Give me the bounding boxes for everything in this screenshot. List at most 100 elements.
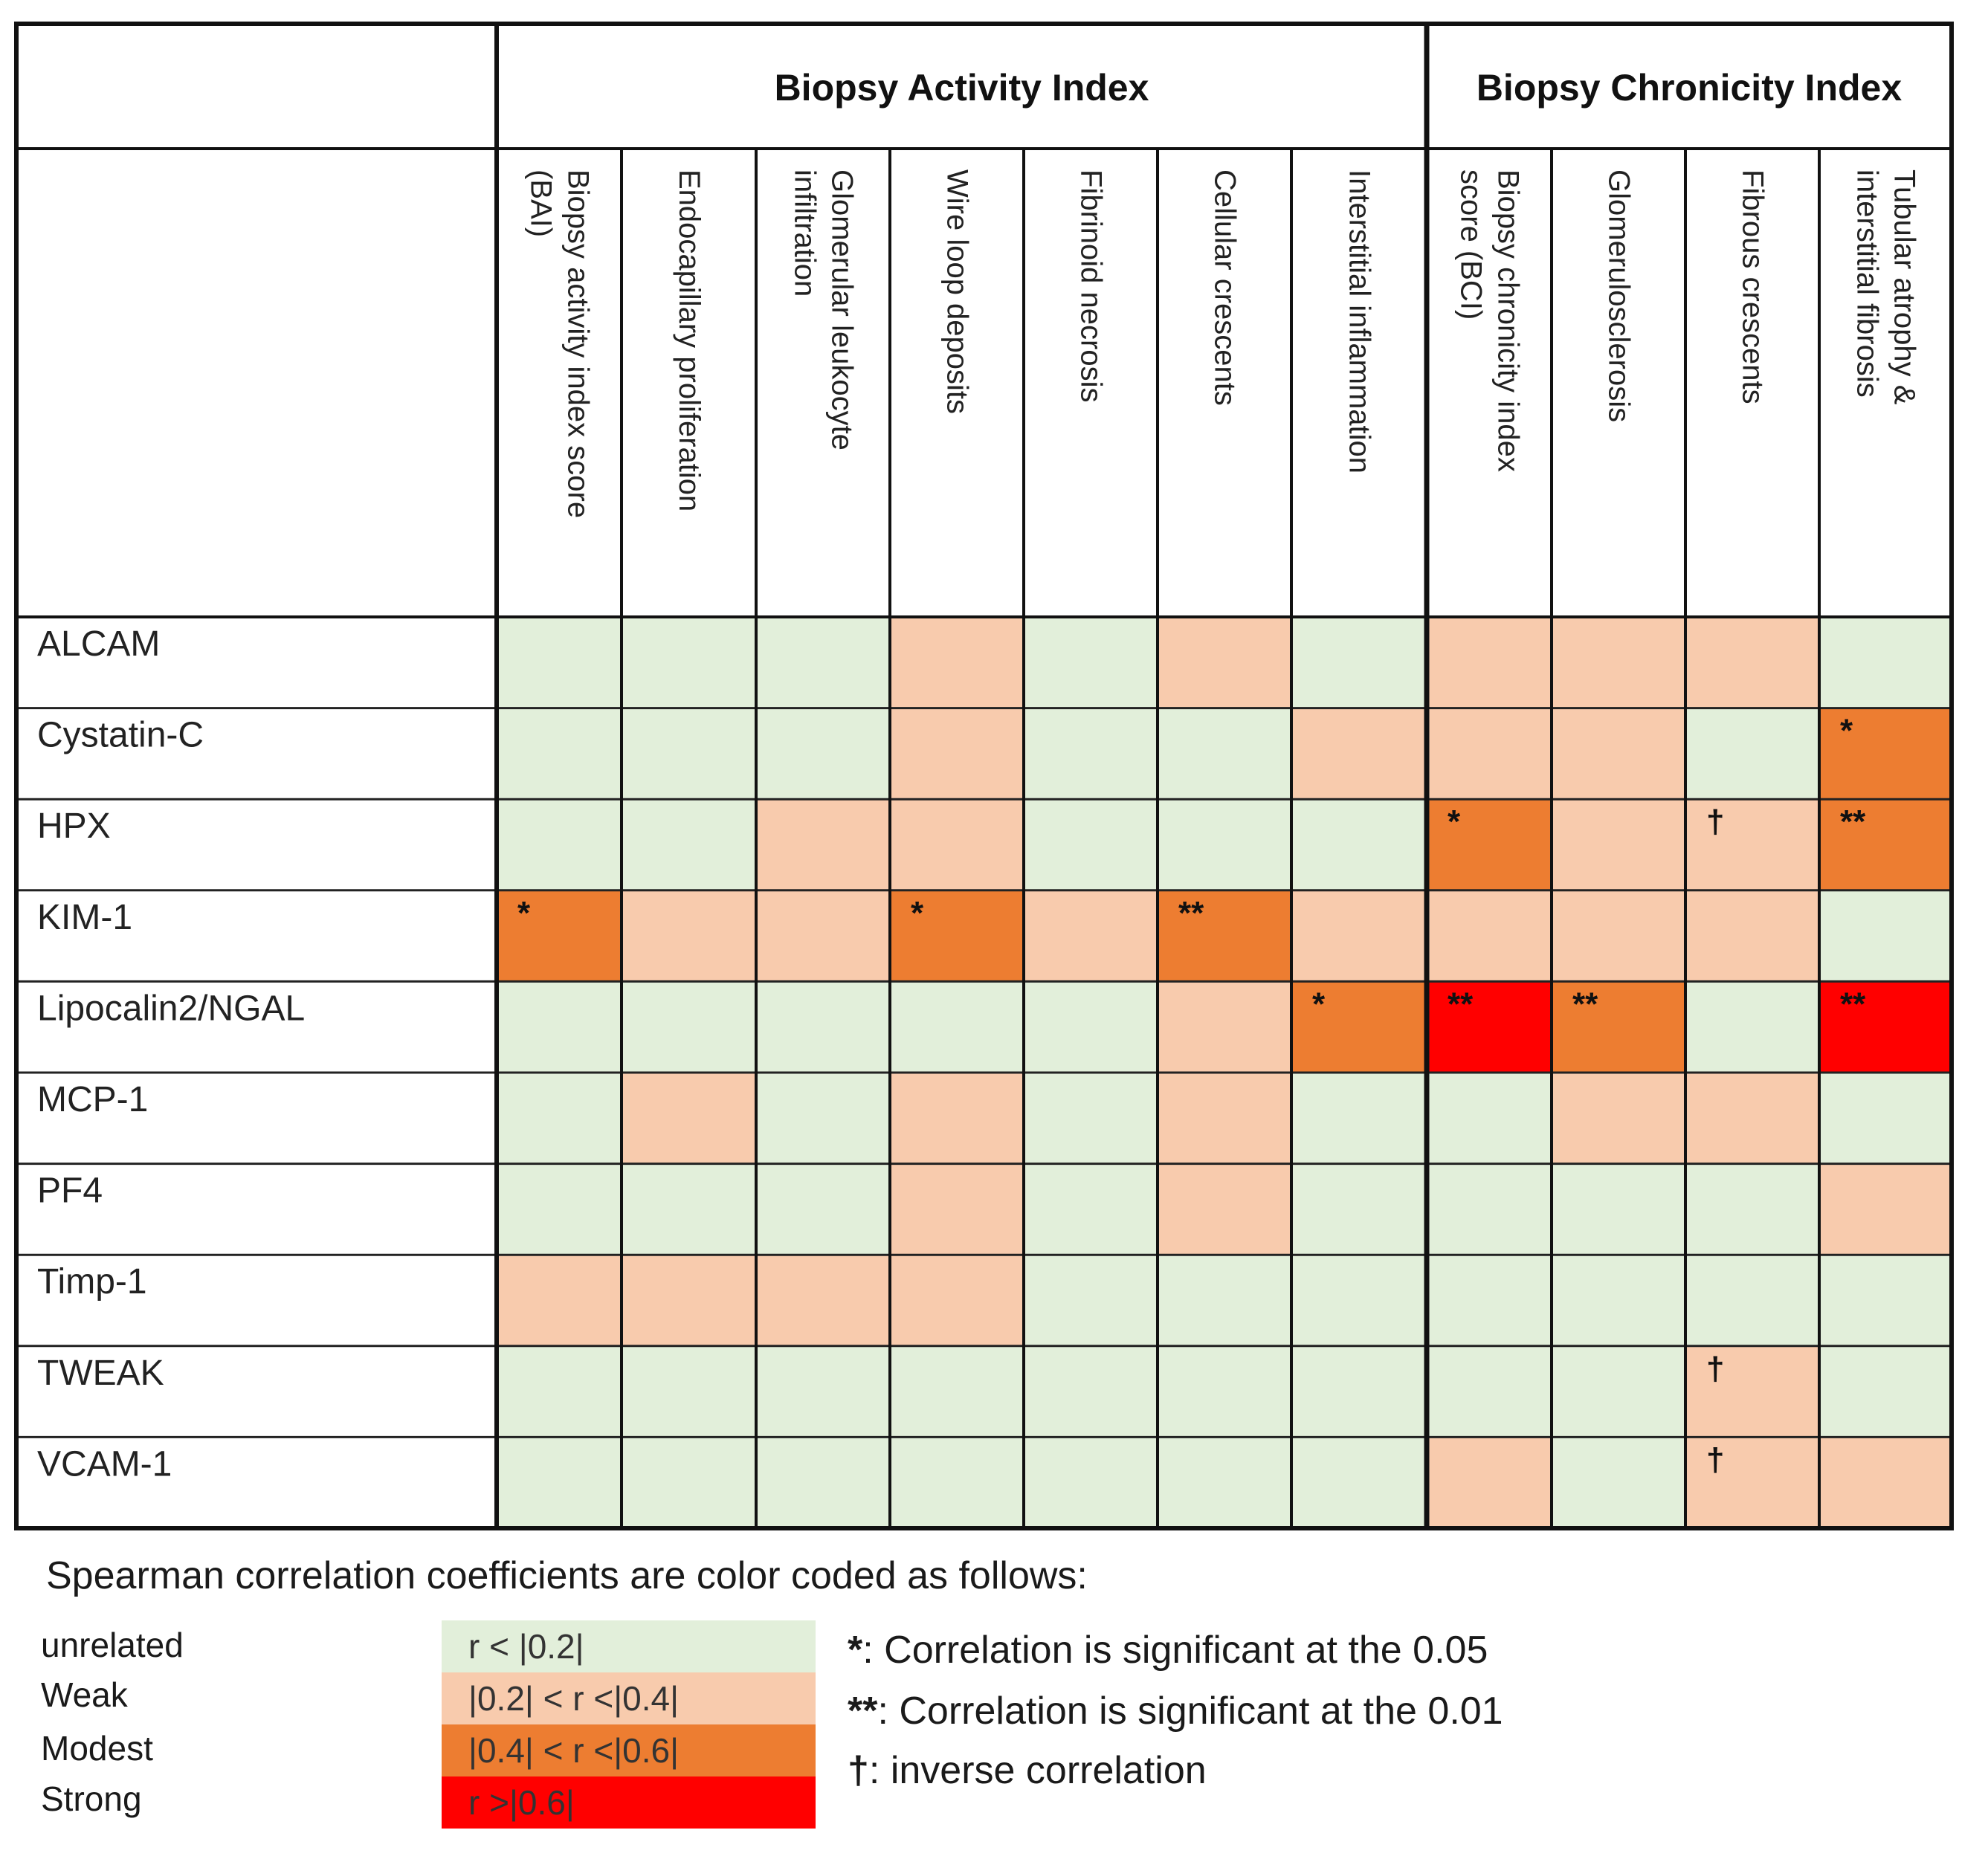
heatmap-cell xyxy=(1552,708,1685,800)
heatmap-cell xyxy=(756,1255,890,1346)
heatmap-cell xyxy=(1291,981,1427,1073)
heatmap-cell xyxy=(1291,1437,1427,1528)
heatmap-cell xyxy=(1685,981,1819,1073)
heatmap-cell xyxy=(756,981,890,1073)
heatmap-cell xyxy=(622,708,756,800)
heatmap-cell xyxy=(1427,1345,1552,1438)
heatmap-cell xyxy=(1158,1437,1291,1528)
heatmap-cell xyxy=(497,799,622,890)
column-header-label: Wire loop deposits xyxy=(941,169,974,414)
legend-caption: Spearman correlation coefficients are co… xyxy=(46,1554,1088,1597)
legend-note-significance-05: *: Correlation is significant at the 0.0… xyxy=(848,1628,1488,1672)
heatmap-cell xyxy=(1427,890,1552,982)
heatmap-cell xyxy=(1427,1073,1552,1164)
heatmap-cell xyxy=(1158,708,1291,800)
row-label: MCP-1 xyxy=(37,1080,148,1119)
significance-mark: * xyxy=(911,895,924,931)
heatmap-cell xyxy=(1291,1073,1427,1164)
heatmap-cell xyxy=(1024,1255,1158,1346)
heatmap-cell xyxy=(1024,617,1158,708)
heatmap-cell xyxy=(1819,1255,1952,1346)
note-symbol-dagger: † xyxy=(848,1749,869,1792)
heatmap-cell xyxy=(890,617,1024,708)
column-header-label: Fibrous crescents xyxy=(1737,169,1769,404)
heatmap-cell xyxy=(1158,1255,1291,1346)
column-header-label: Biopsy chronicity index xyxy=(1492,169,1525,472)
column-header-label: infiltration xyxy=(789,169,822,297)
heatmap-cell xyxy=(1819,1345,1952,1438)
legend-level-unrelated: unrelated xyxy=(41,1626,184,1664)
group-header-label: Biopsy Activity Index xyxy=(775,67,1149,109)
heatmap-cell xyxy=(1685,1437,1819,1528)
heatmap-cell xyxy=(622,1345,756,1438)
heatmap-cell xyxy=(1685,1163,1819,1255)
heatmap-cell xyxy=(1427,799,1552,890)
legend-note-inverse: †: inverse correlation xyxy=(848,1748,1207,1793)
heatmap-cell xyxy=(756,708,890,800)
heatmap-cell xyxy=(622,1163,756,1255)
heatmap-cell xyxy=(1552,981,1685,1073)
heatmap-cell xyxy=(497,890,622,982)
heatmap-cell xyxy=(1685,799,1819,890)
column-header-label: Interstitial inflammation xyxy=(1343,169,1376,473)
note-symbol-double-asterisk: ** xyxy=(848,1690,878,1733)
column-header-label: (BAI) xyxy=(525,169,558,237)
row-label: TWEAK xyxy=(37,1354,164,1393)
row-label: ALCAM xyxy=(37,624,160,664)
heatmap-cell xyxy=(497,1073,622,1164)
heatmap-cell xyxy=(1552,1255,1685,1346)
significance-mark: † xyxy=(1706,1441,1724,1478)
heatmap-cell xyxy=(1552,799,1685,890)
heatmap-cell xyxy=(890,1255,1024,1346)
heatmap-cell xyxy=(1158,890,1291,982)
column-header-label: score (BCI) xyxy=(1455,169,1488,320)
heatmap-cell xyxy=(497,617,622,708)
heatmap-cell xyxy=(1427,1163,1552,1255)
heatmap-cell xyxy=(890,1163,1024,1255)
significance-mark: * xyxy=(1840,713,1853,749)
heatmap-cell xyxy=(756,799,890,890)
significance-mark: † xyxy=(1706,1351,1724,1387)
heatmap-cell xyxy=(1024,981,1158,1073)
heatmap-cell xyxy=(1685,890,1819,982)
heatmap-cell xyxy=(890,1073,1024,1164)
heatmap-cell xyxy=(622,617,756,708)
heatmap-cell xyxy=(1552,617,1685,708)
heatmap-cell xyxy=(1552,1163,1685,1255)
heatmap-cell xyxy=(1552,1345,1685,1438)
significance-mark: † xyxy=(1706,804,1724,840)
heatmap-cell xyxy=(1819,617,1952,708)
heatmap-cell xyxy=(890,799,1024,890)
heatmap-cell xyxy=(756,1437,890,1528)
significance-mark: * xyxy=(1448,804,1461,840)
heatmap-cell xyxy=(1685,1255,1819,1346)
heatmap-cell xyxy=(1552,1437,1685,1528)
note-text: : Correlation is significant at the 0.01 xyxy=(877,1690,1503,1733)
heatmap-cell xyxy=(1291,1345,1427,1438)
heatmap-cell xyxy=(1291,799,1427,890)
heatmap-cell xyxy=(1024,890,1158,982)
heatmap-cell xyxy=(1024,799,1158,890)
heatmap-cell xyxy=(756,1345,890,1438)
heatmap-cell xyxy=(1291,1255,1427,1346)
heatmap-cell xyxy=(622,981,756,1073)
group-header-label: Biopsy Chronicity Index xyxy=(1477,67,1903,109)
heatmap-cell xyxy=(1552,890,1685,982)
heatmap-cell xyxy=(1685,617,1819,708)
correlation-heatmap: Biopsy Activity Index Biopsy Chronicity I… xyxy=(14,22,1954,1530)
legend-level-weak: Weak xyxy=(41,1675,128,1714)
legend-swatch-weak: |0.2| < r <|0.4| xyxy=(442,1672,816,1724)
heatmap-cell xyxy=(622,1255,756,1346)
heatmap-cell xyxy=(497,981,622,1073)
heatmap-cell xyxy=(1427,1437,1552,1528)
heatmap-cell xyxy=(497,1255,622,1346)
heatmap-cell xyxy=(1819,1437,1952,1528)
significance-mark: ** xyxy=(1840,986,1866,1022)
heatmap-cell xyxy=(1158,799,1291,890)
heatmap-cell xyxy=(756,1163,890,1255)
heatmap-cell xyxy=(1291,617,1427,708)
note-text: : Correlation is significant at the 0.05 xyxy=(862,1629,1488,1672)
heatmap-cell xyxy=(1819,890,1952,982)
significance-mark: ** xyxy=(1840,804,1866,840)
heatmap-cell xyxy=(1427,708,1552,800)
